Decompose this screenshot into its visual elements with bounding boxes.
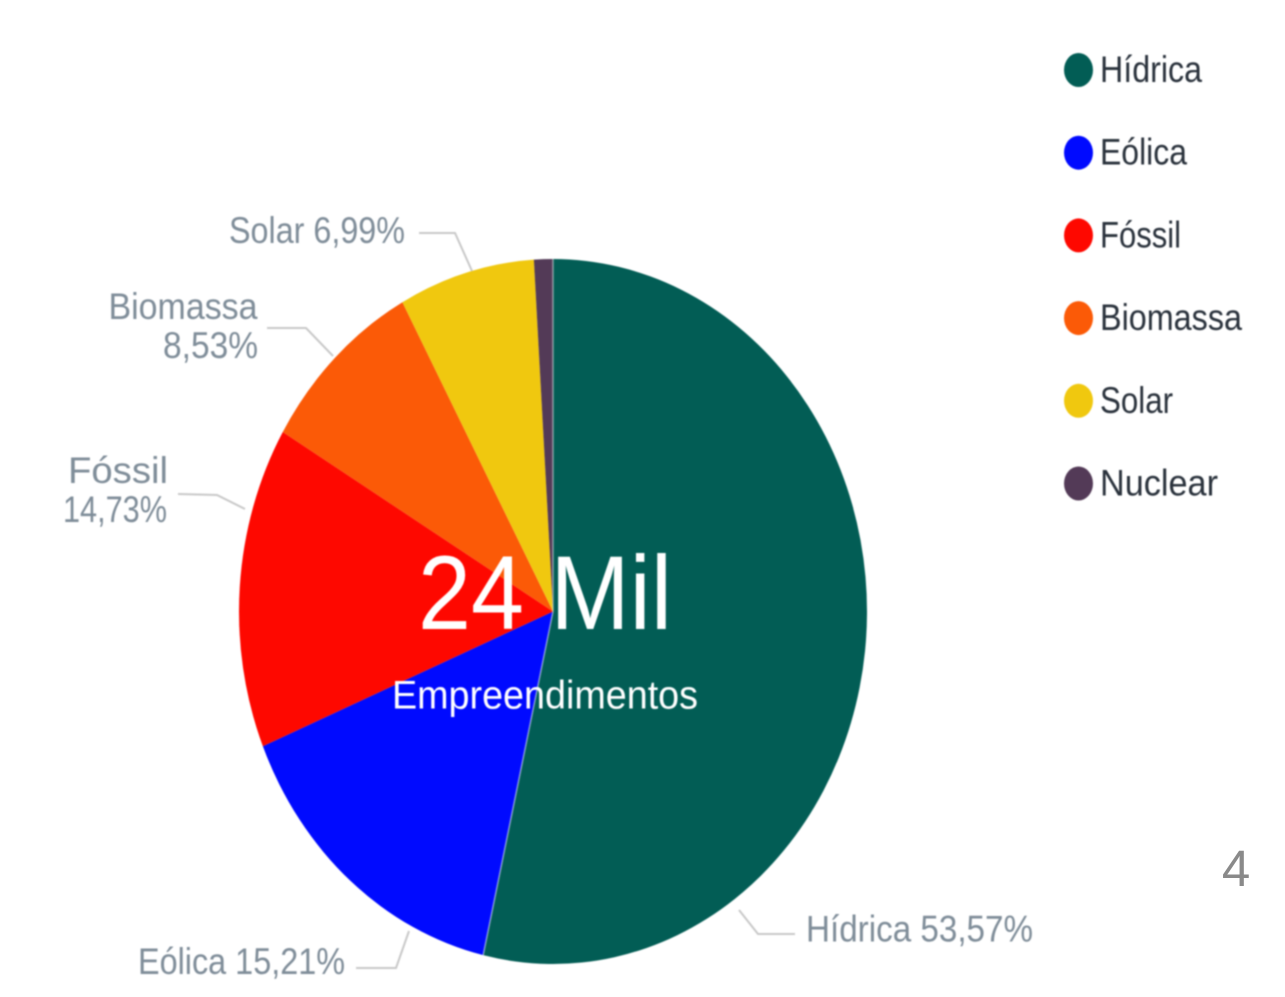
- svg-text:8,53%: 8,53%: [163, 325, 258, 366]
- svg-text:4: 4: [1222, 840, 1250, 897]
- svg-text:Hídrica 53,57%: Hídrica 53,57%: [806, 909, 1033, 950]
- svg-text:Eólica: Eólica: [1100, 132, 1187, 173]
- svg-text:Empreendimentos: Empreendimentos: [392, 674, 698, 718]
- svg-text:Eólica 15,21%: Eólica 15,21%: [138, 941, 345, 982]
- svg-text:Nuclear: Nuclear: [1100, 463, 1218, 504]
- svg-text:Solar 6,99%: Solar 6,99%: [229, 210, 405, 251]
- svg-text:Fóssil: Fóssil: [1100, 214, 1181, 255]
- svg-text:Biomassa: Biomassa: [1100, 297, 1242, 338]
- svg-text:Solar: Solar: [1100, 380, 1173, 421]
- svg-text:Biomassa: Biomassa: [109, 286, 258, 327]
- svg-text:24 Mil: 24 Mil: [418, 535, 672, 652]
- svg-text:Hídrica: Hídrica: [1100, 49, 1202, 90]
- svg-text:Fóssil: Fóssil: [68, 450, 168, 491]
- svg-text:14,73%: 14,73%: [63, 489, 167, 530]
